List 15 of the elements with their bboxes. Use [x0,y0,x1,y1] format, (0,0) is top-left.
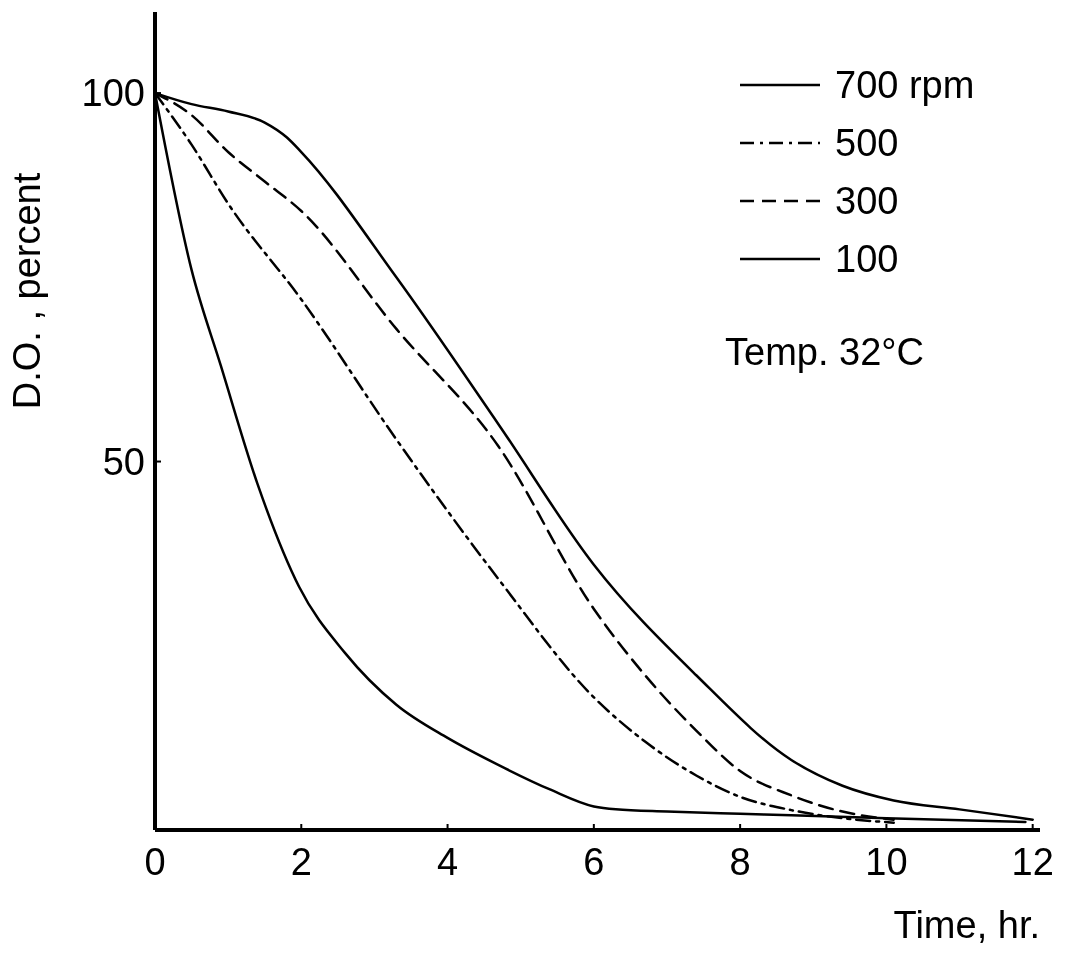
x-tick-label: 2 [290,841,312,883]
x-tick-label: 12 [1011,841,1054,883]
legend-label: 100 [835,238,899,281]
y-axis-title: D.O. , percent [6,172,48,410]
x-tick-label: 6 [583,841,605,883]
x-axis-title: Time, hr. [893,904,1040,946]
y-tick-label: 50 [102,440,145,483]
annotation: Temp. 32°C [725,331,924,373]
legend-label: 500 [835,122,899,165]
legend-label: 300 [835,180,899,223]
x-tick-label: 10 [865,841,908,883]
x-tick-label: 4 [436,841,459,883]
x-tick-label: 8 [729,841,751,883]
x-tick-label: 0 [144,841,166,883]
legend-label: 700 rpm [835,64,975,107]
